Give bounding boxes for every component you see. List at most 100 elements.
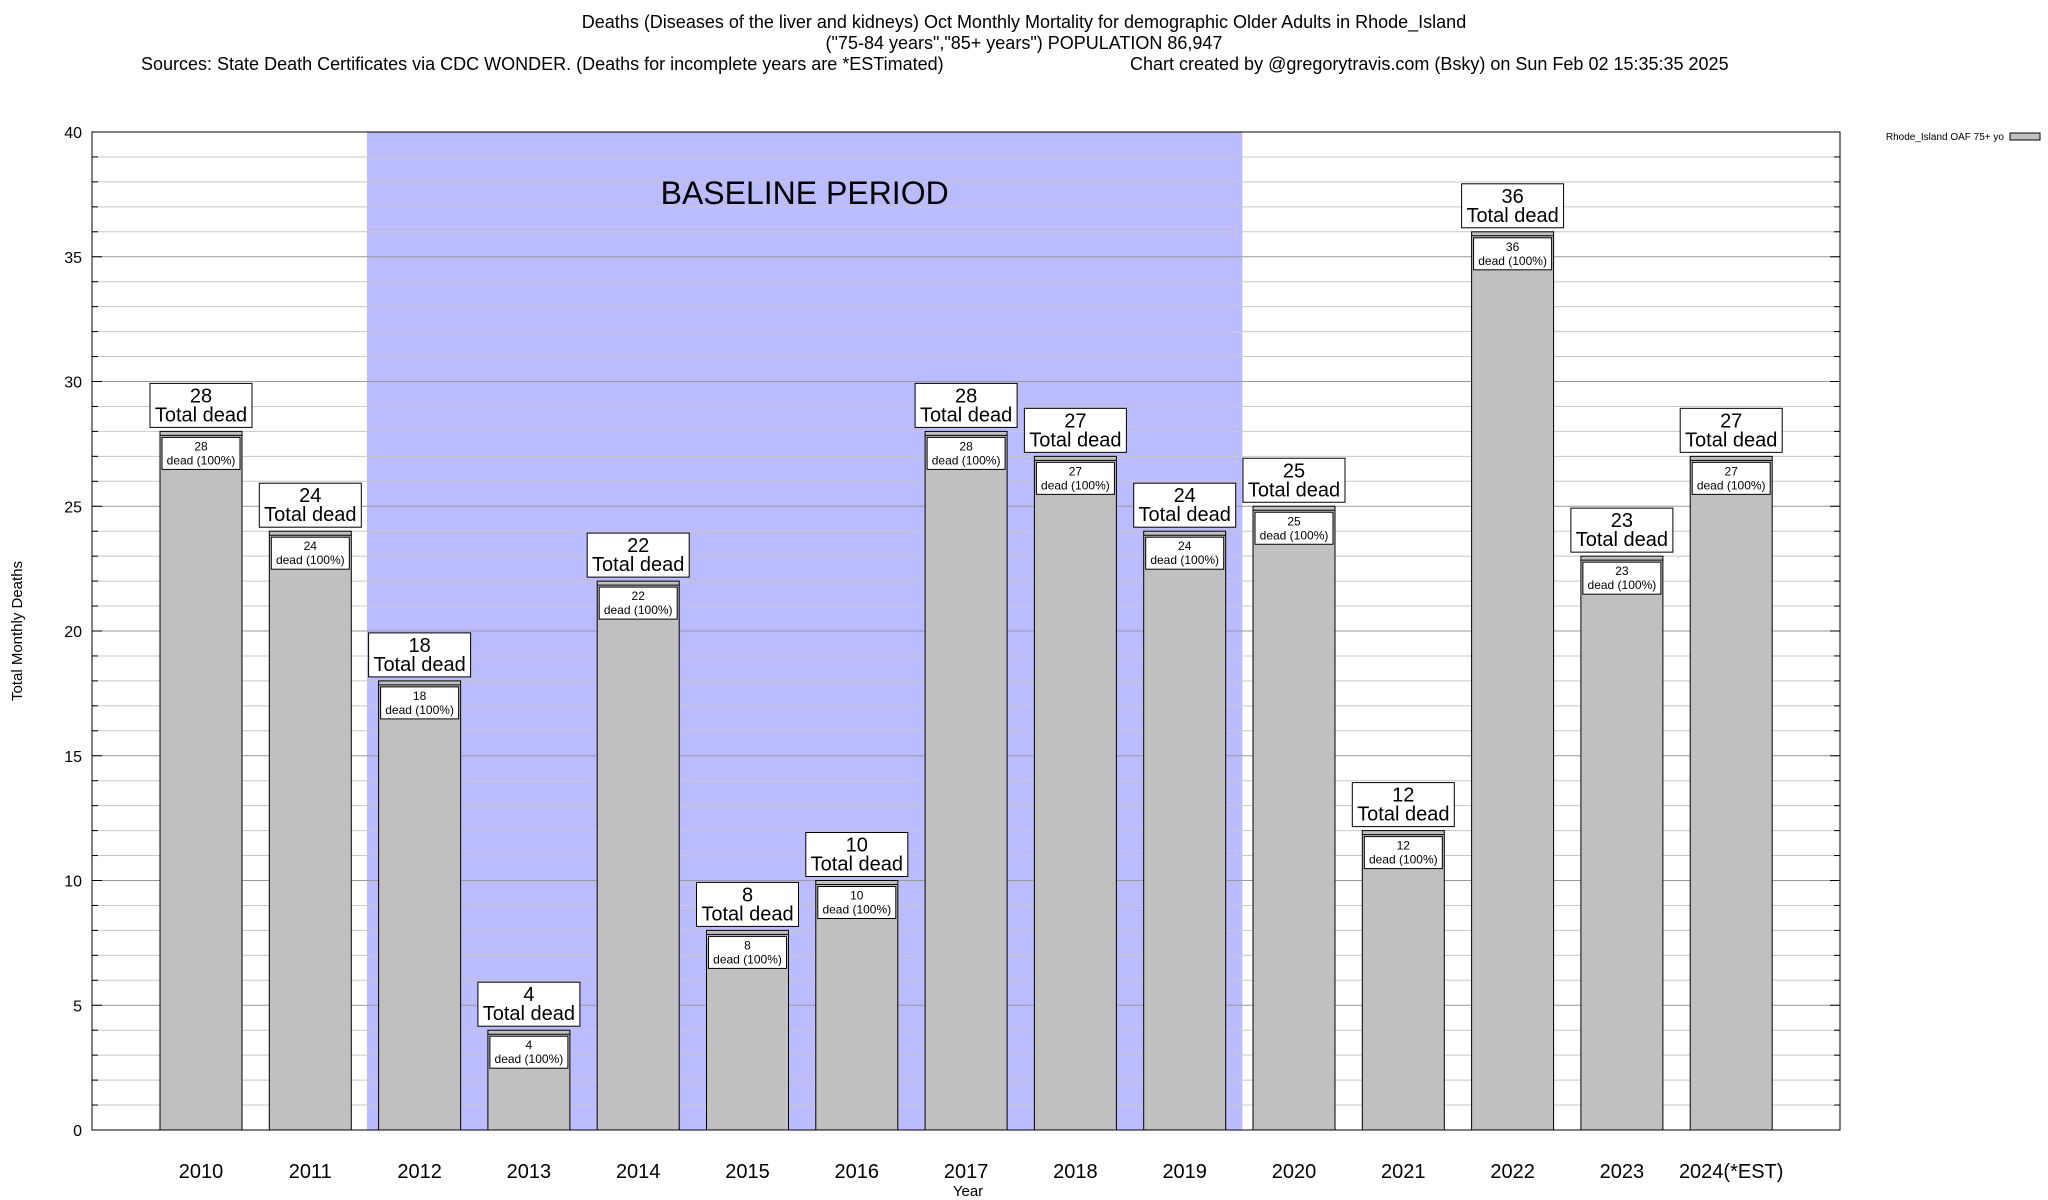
inner-value-label: 28 xyxy=(194,439,208,453)
chart-subtitle: ("75-84 years","85+ years") POPULATION 8… xyxy=(825,33,1223,53)
x-tick-label: 2019 xyxy=(1162,1161,1207,1183)
y-tick-label: 25 xyxy=(64,499,82,516)
inner-value-label: 4 xyxy=(526,1038,533,1052)
bar xyxy=(815,880,899,1131)
total-value-label: 12 xyxy=(1392,785,1414,807)
inner-pct-label: dead (100%) xyxy=(1260,528,1329,542)
inner-value-label: 27 xyxy=(1069,464,1083,478)
y-axis-label: Total Monthly Deaths xyxy=(9,561,26,701)
bar xyxy=(268,530,352,1131)
inner-label-box xyxy=(1582,561,1662,595)
x-tick-label: 2015 xyxy=(725,1161,770,1183)
x-tick-label: 2024(*EST) xyxy=(1679,1161,1784,1183)
x-tick-label: 2023 xyxy=(1600,1161,1645,1183)
bar xyxy=(1580,555,1664,1131)
total-label-box xyxy=(1351,782,1455,828)
inner-pct-label: dead (100%) xyxy=(822,903,891,917)
y-tick-label: 20 xyxy=(64,624,82,641)
total-label-box xyxy=(914,382,1018,428)
y-tick-label: 10 xyxy=(64,874,82,891)
total-label-box xyxy=(1133,482,1237,528)
bar xyxy=(1689,455,1773,1131)
bar xyxy=(1361,830,1445,1131)
total-value-label: 22 xyxy=(627,535,649,557)
total-value-label: 27 xyxy=(1064,410,1086,432)
inner-label-box xyxy=(489,1035,569,1069)
total-dead-label: Total dead xyxy=(1248,479,1340,501)
inner-value-label: 27 xyxy=(1725,464,1739,478)
total-value-label: 4 xyxy=(523,984,534,1006)
bar xyxy=(1252,505,1336,1131)
total-dead-label: Total dead xyxy=(1139,504,1231,526)
x-tick-label: 2012 xyxy=(397,1161,442,1183)
x-tick-label: 2011 xyxy=(289,1161,332,1183)
total-dead-label: Total dead xyxy=(483,1003,575,1025)
total-value-label: 28 xyxy=(190,385,212,407)
inner-label-box xyxy=(1691,461,1771,495)
x-tick-label: 2014 xyxy=(616,1161,661,1183)
inner-pct-label: dead (100%) xyxy=(604,603,673,617)
total-value-label: 28 xyxy=(955,385,977,407)
inner-value-label: 10 xyxy=(850,889,864,903)
total-label-box xyxy=(1570,507,1674,553)
total-label-box xyxy=(1023,407,1127,453)
inner-pct-label: dead (100%) xyxy=(495,1052,564,1066)
inner-label-box xyxy=(161,436,241,470)
inner-pct-label: dead (100%) xyxy=(276,553,345,567)
total-dead-label: Total dead xyxy=(701,903,793,925)
y-tick-label: 30 xyxy=(64,375,82,392)
total-label-box xyxy=(696,881,799,927)
x-tick-label: 2017 xyxy=(944,1161,989,1183)
inner-label-box xyxy=(270,536,350,570)
total-dead-label: Total dead xyxy=(1357,804,1449,826)
bar xyxy=(924,430,1008,1131)
total-dead-label: Total dead xyxy=(920,404,1012,426)
total-label-box xyxy=(149,382,253,428)
x-tick-label: 2022 xyxy=(1490,1161,1535,1183)
baseline-label: BASELINE PERIOD xyxy=(661,175,949,211)
total-label-box xyxy=(368,632,472,678)
total-dead-label: Total dead xyxy=(373,654,465,676)
y-tick-label: 35 xyxy=(64,250,82,267)
total-value-label: 36 xyxy=(1501,186,1523,208)
x-tick-label: 2018 xyxy=(1053,1161,1098,1183)
inner-value-label: 18 xyxy=(413,689,427,703)
inner-pct-label: dead (100%) xyxy=(1697,478,1766,492)
x-tick-label: 2021 xyxy=(1381,1161,1426,1183)
total-dead-label: Total dead xyxy=(811,854,903,876)
inner-label-box xyxy=(708,935,787,969)
y-tick-label: 0 xyxy=(73,1123,82,1140)
x-tick-label: 2013 xyxy=(507,1161,552,1183)
inner-label-box xyxy=(1145,536,1225,570)
inner-label-box xyxy=(1363,836,1443,870)
inner-value-label: 8 xyxy=(744,938,751,952)
chart-credit: Chart created by @gregorytravis.com (Bsk… xyxy=(1130,54,1729,74)
inner-label-box xyxy=(817,886,897,919)
total-label-box xyxy=(1242,457,1346,503)
bar xyxy=(378,680,462,1131)
inner-pct-label: dead (100%) xyxy=(1369,853,1438,867)
bar xyxy=(1033,455,1117,1131)
total-label-box xyxy=(258,482,362,528)
total-value-label: 25 xyxy=(1283,460,1305,482)
inner-label-box xyxy=(1254,511,1334,545)
total-label-box xyxy=(477,981,581,1027)
total-dead-label: Total dead xyxy=(1466,205,1558,227)
inner-label-box xyxy=(598,586,678,620)
legend-swatch xyxy=(2009,132,2041,141)
x-tick-label: 2010 xyxy=(179,1161,224,1183)
total-dead-label: Total dead xyxy=(1685,429,1777,451)
total-value-label: 23 xyxy=(1611,510,1633,532)
total-dead-label: Total dead xyxy=(1576,529,1668,551)
total-value-label: 24 xyxy=(299,485,321,507)
legend-label: Rhode_Island OAF 75+ yo xyxy=(1886,132,2005,143)
total-label-box xyxy=(805,832,909,877)
y-tick-label: 40 xyxy=(64,125,82,142)
bar xyxy=(596,580,680,1131)
total-dead-label: Total dead xyxy=(592,554,684,576)
total-label-box xyxy=(1461,183,1565,229)
total-value-label: 27 xyxy=(1720,410,1742,432)
chart-title: Deaths (Diseases of the liver and kidney… xyxy=(581,12,1467,32)
x-tick-label: 2016 xyxy=(835,1161,880,1183)
inner-pct-label: dead (100%) xyxy=(167,453,236,467)
